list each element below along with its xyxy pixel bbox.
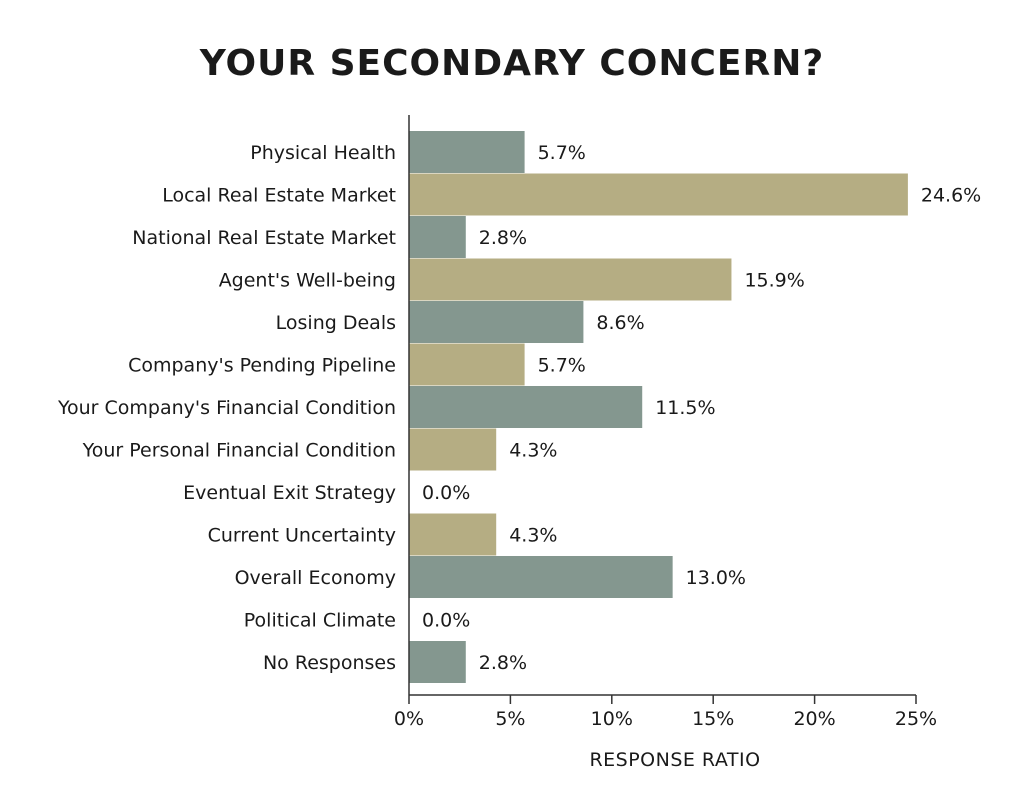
- category-label: Overall Economy: [235, 567, 396, 589]
- axes-group: [408, 115, 916, 696]
- category-labels-group: Physical Health Local Real Estate Market N…: [57, 142, 396, 674]
- value-label: 11.5%: [655, 397, 715, 419]
- category-label: Physical Health: [250, 142, 396, 164]
- value-labels-group: 5.7% 24.6% 2.8% 15.9% 8.6% 5.7% 11.5% 4.3% 0.0% 4…: [422, 142, 981, 674]
- category-label: Local Real Estate Market: [162, 185, 396, 207]
- x-tick-label: 5%: [495, 708, 525, 730]
- value-label: 0.0%: [422, 482, 470, 504]
- category-label: National Real Estate Market: [132, 227, 396, 249]
- category-label: Company's Pending Pipeline: [128, 355, 396, 377]
- bar-4: [409, 301, 584, 343]
- category-label: Your Personal Financial Condition: [82, 440, 396, 462]
- category-label: Current Uncertainty: [208, 525, 396, 547]
- bar-10: [409, 556, 673, 598]
- bar-12: [409, 641, 466, 683]
- bar-5: [409, 343, 525, 386]
- value-label: 4.3%: [509, 440, 557, 462]
- bar-9: [409, 513, 497, 556]
- chart-title: YOUR SECONDARY CONCERN?: [199, 43, 825, 84]
- bar-7: [409, 428, 497, 471]
- category-label: Your Company's Financial Condition: [57, 397, 396, 419]
- bar-2: [409, 216, 466, 258]
- bar-6: [409, 386, 643, 428]
- category-label: Agent's Well-being: [219, 270, 396, 292]
- value-label: 2.8%: [479, 227, 527, 249]
- x-tick-label: 0%: [394, 708, 424, 730]
- category-label: Political Climate: [244, 610, 396, 632]
- value-label: 0.0%: [422, 610, 470, 632]
- bar-1: [409, 173, 908, 216]
- x-tick-label: 15%: [692, 708, 734, 730]
- x-tick-label: 25%: [895, 708, 937, 730]
- value-label: 24.6%: [921, 185, 981, 207]
- category-label: Eventual Exit Strategy: [183, 482, 396, 504]
- value-label: 8.6%: [596, 312, 644, 334]
- x-tick-label: 10%: [591, 708, 633, 730]
- value-label: 2.8%: [479, 652, 527, 674]
- ticks-group: 0% 5% 10% 15% 20% 25%: [394, 695, 937, 730]
- category-label: No Responses: [263, 652, 396, 674]
- value-label: 15.9%: [744, 270, 804, 292]
- x-tick-label: 20%: [793, 708, 835, 730]
- category-label: Losing Deals: [276, 312, 396, 334]
- value-label: 5.7%: [538, 355, 586, 377]
- x-axis-title: RESPONSE RATIO: [589, 749, 760, 771]
- value-label: 13.0%: [686, 567, 746, 589]
- bar-3: [409, 258, 732, 301]
- bars-group: [409, 131, 908, 683]
- value-label: 5.7%: [538, 142, 586, 164]
- bar-0: [409, 131, 525, 173]
- value-label: 4.3%: [509, 525, 557, 547]
